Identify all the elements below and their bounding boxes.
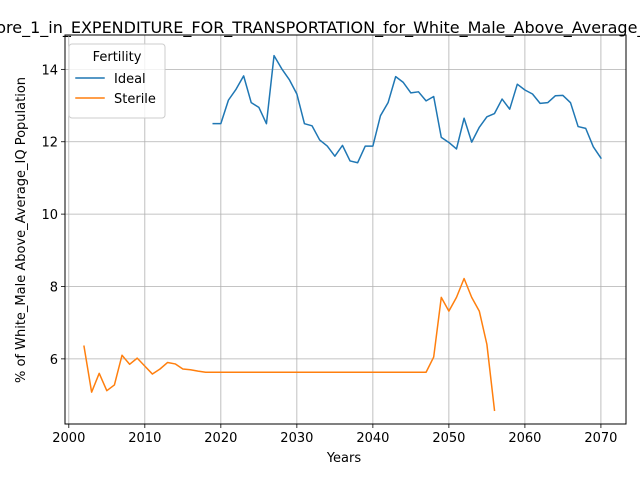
series-layer [83, 54, 602, 412]
series-line-ideal [212, 54, 602, 164]
chart-title: Score_1_in_EXPENDITURE_FOR_TRANSPORTATIO… [0, 18, 640, 38]
x-axis-label: Years [326, 451, 362, 466]
legend-box [68, 43, 166, 119]
x-tick-label: 2010 [128, 431, 161, 446]
y-axis-ticks: 6 8 10 12 14 [41, 63, 65, 368]
x-tick-label: 2030 [280, 431, 313, 446]
plot-frame [64, 34, 627, 425]
y-tick-label: 12 [41, 136, 58, 151]
x-tick-label: 2020 [204, 431, 237, 446]
y-axis-label: % of White_Male Above_Average_IQ Populat… [14, 77, 29, 383]
legend: Fertility Ideal Sterile [68, 43, 166, 119]
chart-title-text: Score_1_in_EXPENDITURE_FOR_TRANSPORTATIO… [0, 18, 640, 38]
y-tick-label: 6 [50, 353, 58, 368]
y-tick-label: 14 [41, 63, 58, 78]
y-tick-label: 10 [41, 208, 58, 223]
x-tick-label: 2000 [52, 431, 85, 446]
x-tick-label: 2060 [508, 431, 541, 446]
legend-label-ideal: Ideal [114, 72, 146, 87]
x-tick-label: 2040 [356, 431, 389, 446]
x-tick-label: 2070 [584, 431, 617, 446]
y-tick-label: 8 [50, 280, 58, 295]
x-axis-ticks: 2000 2010 2020 2030 2040 2050 2060 2070 [52, 424, 617, 446]
legend-title: Fertility [93, 50, 142, 65]
x-tick-label: 2050 [432, 431, 465, 446]
series-line-sterile [83, 277, 496, 412]
legend-label-sterile: Sterile [114, 92, 156, 107]
